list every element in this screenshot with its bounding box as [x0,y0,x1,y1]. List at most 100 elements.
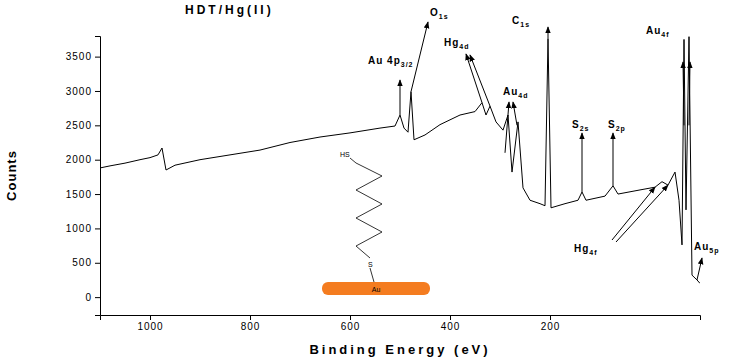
y-tick: 2500 [66,120,100,131]
inset: Au S HS [322,151,430,295]
annotation-label: S2s [572,119,589,132]
x-tick: 800 [241,315,261,332]
y-axis: 0 500 1000 1500 2000 2500 3000 3500 [66,37,101,316]
y-tick-mark [95,194,100,195]
y-tick-mark [95,57,100,58]
annotation-label: Au 4p3/2 [368,55,414,68]
annotation-text: Au [646,25,661,36]
x-tick-mark [550,315,551,320]
annotation-arrow [400,80,401,115]
head-label: HS [340,151,350,158]
y-tick: 2000 [66,154,100,165]
y-tick: 1500 [66,189,100,200]
x-tick: 400 [441,315,461,332]
annotation-label: Hg4d [444,37,470,50]
y-tick: 1000 [66,223,100,234]
annotation-arrow [548,27,549,39]
y-tick-mark [95,228,100,229]
plot-area [100,37,700,284]
annotation-subscript: 3/2 [401,61,414,68]
annotation-label: Au4d [503,86,529,99]
annotation-subscript: 1s [439,13,449,20]
chart-svg: 1000800600400200050010001500200025003000… [0,0,730,363]
annotation-subscript: 2s [580,125,590,132]
annotation-subscript: 1s [520,21,530,28]
x-tick: 200 [541,315,561,332]
annotation-arrow [683,62,684,125]
annotation-arrow [505,102,509,153]
annotation-text: Au 4p [368,55,401,66]
x-tick: 600 [341,315,361,332]
annotation-subscript: 4d [518,92,528,99]
y-axis-title: Counts [4,150,19,201]
y-tick-mark [95,297,100,298]
annotation-arrow [616,185,668,242]
annotation-subscript: 5p [709,247,719,255]
x-tick: 1000 [137,315,163,332]
annotation-text: Au [503,86,518,97]
annotation-subscript: 4d [459,43,469,50]
y-tick-label: 1500 [66,189,92,200]
annotation-label: C1s [512,15,530,28]
spectrum-line [100,37,700,284]
annotation-subscript: 4f [589,249,597,256]
annotation-text: S [572,119,580,130]
x-tick-label: 1000 [137,321,163,332]
x-axis-line [101,316,701,321]
y-tick: 3500 [66,51,100,62]
y-tick: 500 [72,257,100,268]
annotation-subscript: 2p [616,125,626,133]
x-tick-label: 800 [241,321,261,332]
anchor-label: S [368,261,373,268]
annotation-label: Au5p [694,241,720,255]
x-tick-mark [250,315,251,320]
annotation-text: Hg [444,37,459,48]
annotation-arrow [582,133,583,192]
x-tick-label: 600 [341,321,361,332]
x-tick-mark [150,315,151,320]
x-axis-title: Binding Energy (eV) [309,342,490,357]
y-tick-mark [95,91,100,92]
annotation-arrow [513,102,517,125]
x-tick-label: 400 [441,321,461,332]
s-au-bond [370,268,374,282]
y-tick: 3000 [66,86,100,97]
y-tick-mark [95,160,100,161]
annotation-label: O1s [430,7,449,20]
annotation-text: S [608,119,616,130]
annotation-arrow [613,133,614,186]
y-tick-mark [95,125,100,126]
x-tick-mark [450,315,451,320]
chart-container: 1000800600400200050010001500200025003000… [0,0,730,363]
annotation-label: Hg4f [574,243,598,256]
annotation-text: Hg [574,243,589,254]
y-tick-mark [95,263,100,264]
x-axis: 1000 800 600 400 200 [101,315,701,332]
annotation-label: S2p [608,119,626,133]
y-tick-label: 3000 [66,86,92,97]
annotation-arrow [612,187,655,240]
y-tick-label: 3500 [66,51,92,62]
annotation-subscript: 4f [661,31,669,38]
annotation-label: Au4f [646,25,670,38]
y-tick-label: 1000 [66,223,92,234]
x-tick-label: 200 [541,321,561,332]
annotation-arrow [697,258,702,280]
y-tick-label: 0 [85,292,92,303]
annotation-arrow [689,62,690,125]
annotation-text: Au [694,241,709,252]
annotation-text: O [430,7,439,18]
annotation-arrow [470,55,490,106]
annotations: Au 4p3/2O1sHg4dAu4dC1sS2sS2pHg4fAu4fAu5p [368,7,720,280]
annotation-text: C [512,15,520,26]
y-tick-label: 2000 [66,154,92,165]
alkyl-chain [350,158,382,258]
annotation-arrow [411,22,428,92]
x-tick-mark [350,315,351,320]
y-tick-label: 2500 [66,120,92,131]
title: HDT/Hg(II) [185,3,274,17]
y-tick-label: 500 [72,257,92,268]
y-tick: 0 [85,292,100,303]
substrate-label: Au [372,286,381,293]
gold-substrate [322,282,430,295]
